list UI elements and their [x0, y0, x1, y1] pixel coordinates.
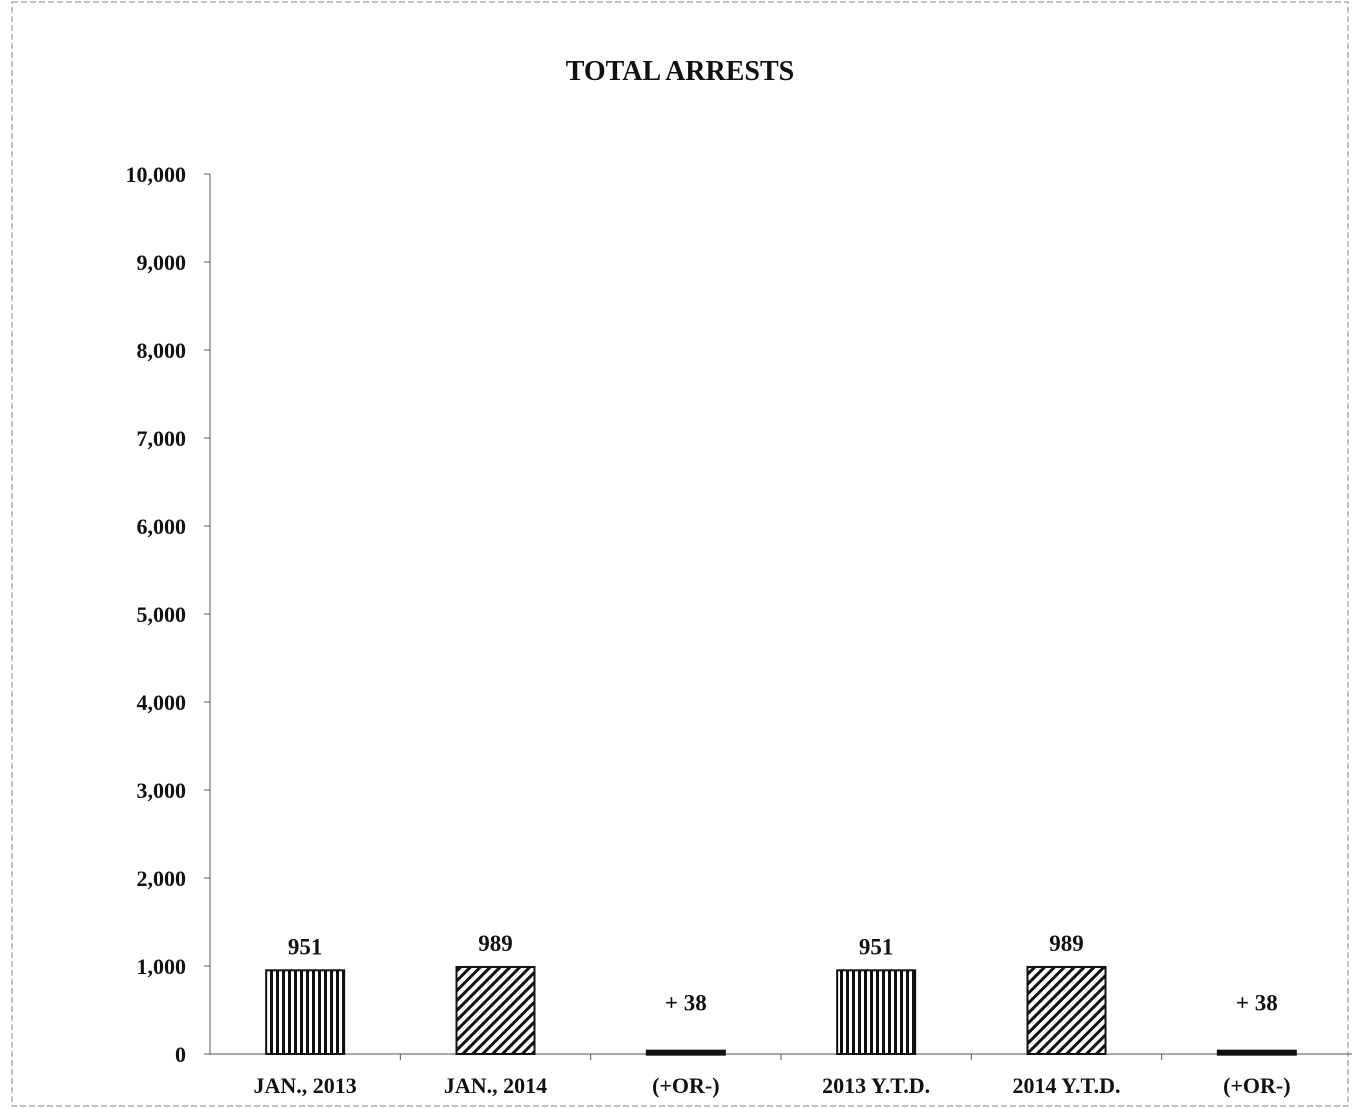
bars [265, 965, 1297, 1056]
y-tick-label: 9,000 [137, 250, 187, 275]
y-tick-label: 1,000 [137, 954, 187, 979]
bar [836, 969, 917, 1056]
bar [1026, 965, 1107, 1056]
bar-value-label: 989 [478, 931, 513, 956]
y-tick-label: 6,000 [137, 514, 187, 539]
chart-title: TOTAL ARRESTS [566, 56, 795, 87]
bar [1216, 1049, 1297, 1056]
data-labels: 951 989 + 38 951 989 + 38 [288, 931, 1278, 1016]
bar [645, 1049, 726, 1056]
bar-value-label: 951 [288, 934, 323, 959]
x-tick-label: (+OR-) [652, 1073, 720, 1098]
bar [455, 965, 536, 1056]
y-tick-label: 5,000 [137, 602, 187, 627]
x-tick-label: 2013 Y.T.D. [822, 1073, 930, 1098]
bar-value-label: + 38 [1236, 991, 1278, 1016]
y-tick-label: 8,000 [137, 338, 187, 363]
x-tick-label: JAN., 2014 [444, 1073, 547, 1098]
y-tick-label: 10,000 [126, 162, 187, 187]
x-tick-label: 2014 Y.T.D. [1013, 1073, 1121, 1098]
y-tick-label: 3,000 [137, 778, 187, 803]
bar-value-label: 951 [859, 934, 894, 959]
y-tick-label: 4,000 [137, 690, 187, 715]
x-axis-labels: JAN., 2013 JAN., 2014 (+OR-) 2013 Y.T.D. 201… [254, 1054, 1291, 1098]
y-axis-ticks: 0 1,000 2,000 3,000 4,000 5,000 6,000 7,000 8,00… [126, 162, 210, 1067]
chart-border [11, 1, 1349, 1107]
y-tick-label: 7,000 [137, 426, 187, 451]
x-tick-label: (+OR-) [1223, 1073, 1291, 1098]
bar-value-label: 989 [1049, 931, 1084, 956]
y-tick-label: 2,000 [137, 866, 187, 891]
bar [265, 969, 346, 1056]
x-tick-label: JAN., 2013 [254, 1073, 357, 1098]
y-tick-label: 0 [175, 1042, 186, 1067]
bar-value-label: + 38 [665, 991, 707, 1016]
